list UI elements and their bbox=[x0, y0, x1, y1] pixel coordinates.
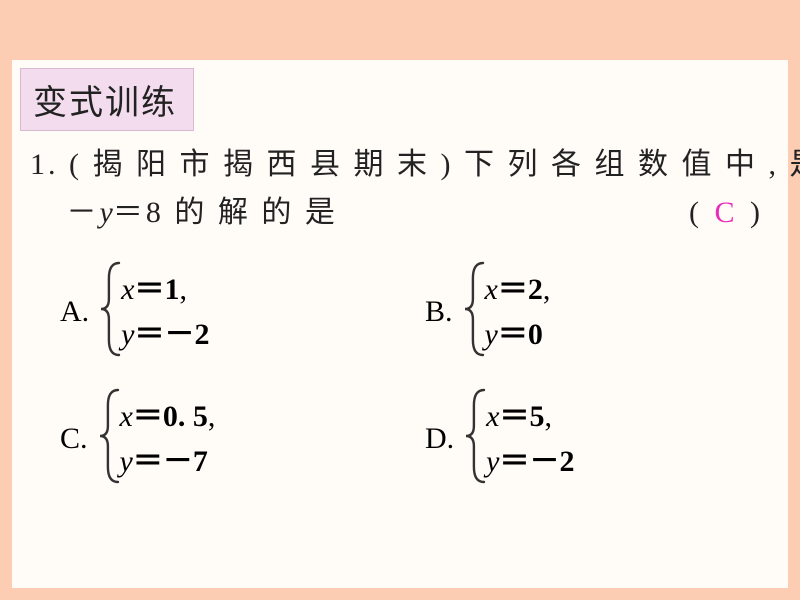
option-label: A. bbox=[60, 295, 89, 329]
question-line-1: 1. ( 揭 阳 市 揭 西 县 期 末 ) 下 列 各 组 数 值 中 , 是… bbox=[30, 141, 760, 189]
answer-slot: ( C ) bbox=[689, 189, 760, 237]
section-title: 变式训练 bbox=[33, 84, 177, 122]
question-line-2: －y＝8 的 解 的 是 ( C ) bbox=[30, 189, 760, 237]
left-brace-icon bbox=[99, 261, 121, 357]
option[interactable]: D. x＝5,y＝－2 bbox=[425, 388, 760, 489]
option[interactable]: A. x＝1,y＝－2 bbox=[60, 261, 395, 362]
option-label: C. bbox=[60, 422, 88, 456]
stem-prefix: 下 列 各 组 数 值 中 , 是 方 程 bbox=[464, 148, 800, 181]
system-brace: x＝1,y＝－2 bbox=[99, 261, 209, 362]
system-brace: x＝5,y＝－2 bbox=[464, 388, 574, 489]
equation-line: x＝2, bbox=[485, 267, 551, 312]
options-grid: A. x＝1,y＝－2B. x＝2,y＝0C. x＝0. 5,y＝－7D. x＝… bbox=[60, 261, 760, 489]
equation-line: y＝0 bbox=[485, 312, 551, 357]
equation-column: x＝0. 5,y＝－7 bbox=[120, 388, 216, 484]
system-brace: x＝0. 5,y＝－7 bbox=[98, 388, 216, 489]
paren-right: ) bbox=[750, 196, 760, 229]
equation-line: x＝5, bbox=[486, 394, 574, 439]
equation-line: x＝0. 5, bbox=[120, 394, 216, 439]
minus-sign: － bbox=[67, 196, 100, 229]
option[interactable]: B. x＝2,y＝0 bbox=[425, 261, 760, 362]
option-label: D. bbox=[425, 422, 454, 456]
equation-line: y＝－2 bbox=[486, 439, 574, 484]
equation-column: x＝2,y＝0 bbox=[485, 261, 551, 357]
equation-line: y＝－7 bbox=[120, 439, 216, 484]
question-number: 1. bbox=[30, 148, 59, 181]
content-panel: 变式训练 1. ( 揭 阳 市 揭 西 县 期 末 ) 下 列 各 组 数 值 … bbox=[12, 60, 788, 588]
equation-line: x＝1, bbox=[121, 267, 209, 312]
option-label: B. bbox=[425, 295, 453, 329]
var-y: y bbox=[100, 196, 113, 229]
equation-column: x＝5,y＝－2 bbox=[486, 388, 574, 484]
left-brace-icon bbox=[463, 261, 485, 357]
question-source: ( 揭 阳 市 揭 西 县 期 末 ) bbox=[69, 148, 453, 181]
paren-left: ( bbox=[689, 196, 699, 229]
equation-line: y＝－2 bbox=[121, 312, 209, 357]
answer-letter: C bbox=[707, 189, 743, 237]
eq-text: ＝8 的 解 的 是 bbox=[113, 196, 338, 229]
section-title-box: 变式训练 bbox=[20, 68, 194, 131]
left-brace-icon bbox=[464, 388, 486, 484]
left-brace-icon bbox=[98, 388, 120, 484]
equation-column: x＝1,y＝－2 bbox=[121, 261, 209, 357]
system-brace: x＝2,y＝0 bbox=[463, 261, 551, 362]
option[interactable]: C. x＝0. 5,y＝－7 bbox=[60, 388, 395, 489]
